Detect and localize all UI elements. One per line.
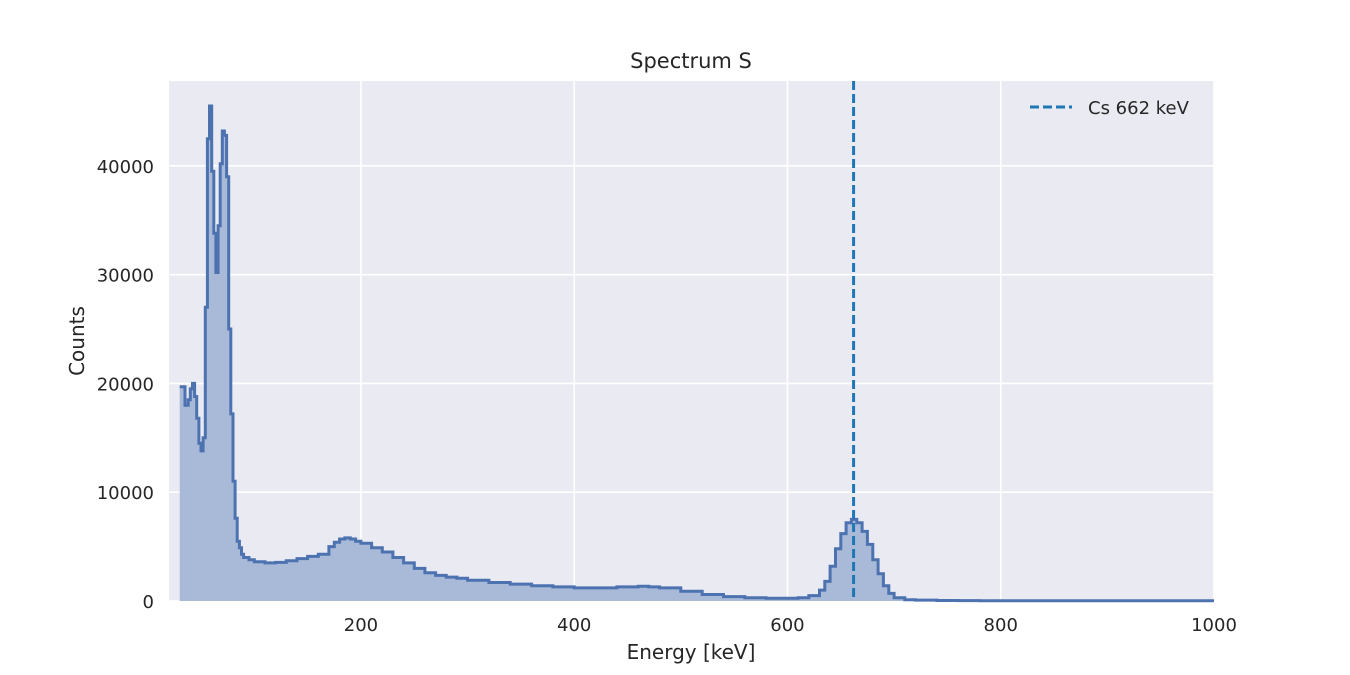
y-tick-label: 0 [143, 592, 154, 613]
x-tick-label: 200 [344, 615, 378, 636]
x-axis-label: Energy [keV] [627, 640, 756, 664]
x-tick-label: 800 [984, 615, 1018, 636]
y-tick-label: 20000 [97, 374, 154, 395]
y-tick-label: 40000 [97, 157, 154, 178]
data-layer [179, 81, 1215, 603]
spectrum-step-line [179, 104, 1214, 603]
y-tick-label: 10000 [97, 483, 154, 504]
y-axis-label: Counts [65, 306, 89, 376]
legend: Cs 662 keV [1030, 98, 1190, 119]
x-tick-label: 600 [770, 615, 804, 636]
plot-area [169, 81, 1214, 601]
legend-label: Cs 662 keV [1088, 98, 1190, 119]
chart-title: Spectrum S [630, 49, 752, 73]
y-tick-label: 30000 [97, 266, 154, 287]
x-tick-label: 400 [557, 615, 591, 636]
x-tick-label: 1000 [1191, 615, 1237, 636]
